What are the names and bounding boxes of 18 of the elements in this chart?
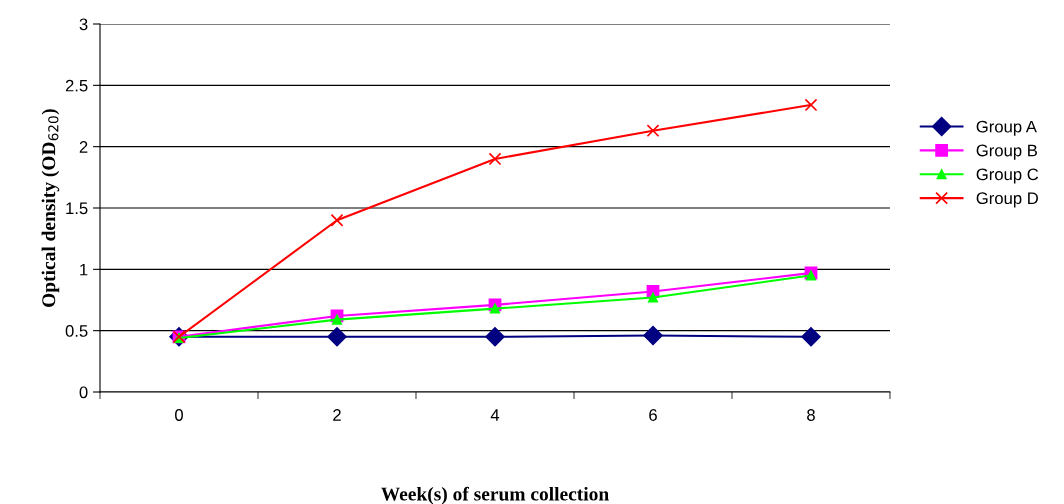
y-tick-label: 0 [79,386,88,399]
y-tick-label: 3 [79,18,88,31]
x-tick-label: 4 [490,409,500,421]
y-axis-title: Optical density (OD$_{620}$) [41,109,60,307]
legend-label: Group C [976,168,1039,184]
legend-label: Group B [976,144,1037,160]
y-tick-label: 1.5 [66,202,88,215]
y-tick-label: 1 [80,263,88,276]
x-axis-title: Week(s) of serum collection [381,486,609,504]
x-tick-label: 6 [649,409,657,421]
y-tick-label: 2.5 [65,79,88,92]
legend-label: Group D [976,192,1038,208]
x-tick-label: 0 [175,409,183,421]
legend-label: Group A [976,120,1037,136]
x-tick-label: 2 [333,409,341,421]
y-tick-label: 0.5 [65,325,88,337]
y-tick-label: 2 [79,141,88,153]
x-tick-label: 8 [807,409,815,421]
